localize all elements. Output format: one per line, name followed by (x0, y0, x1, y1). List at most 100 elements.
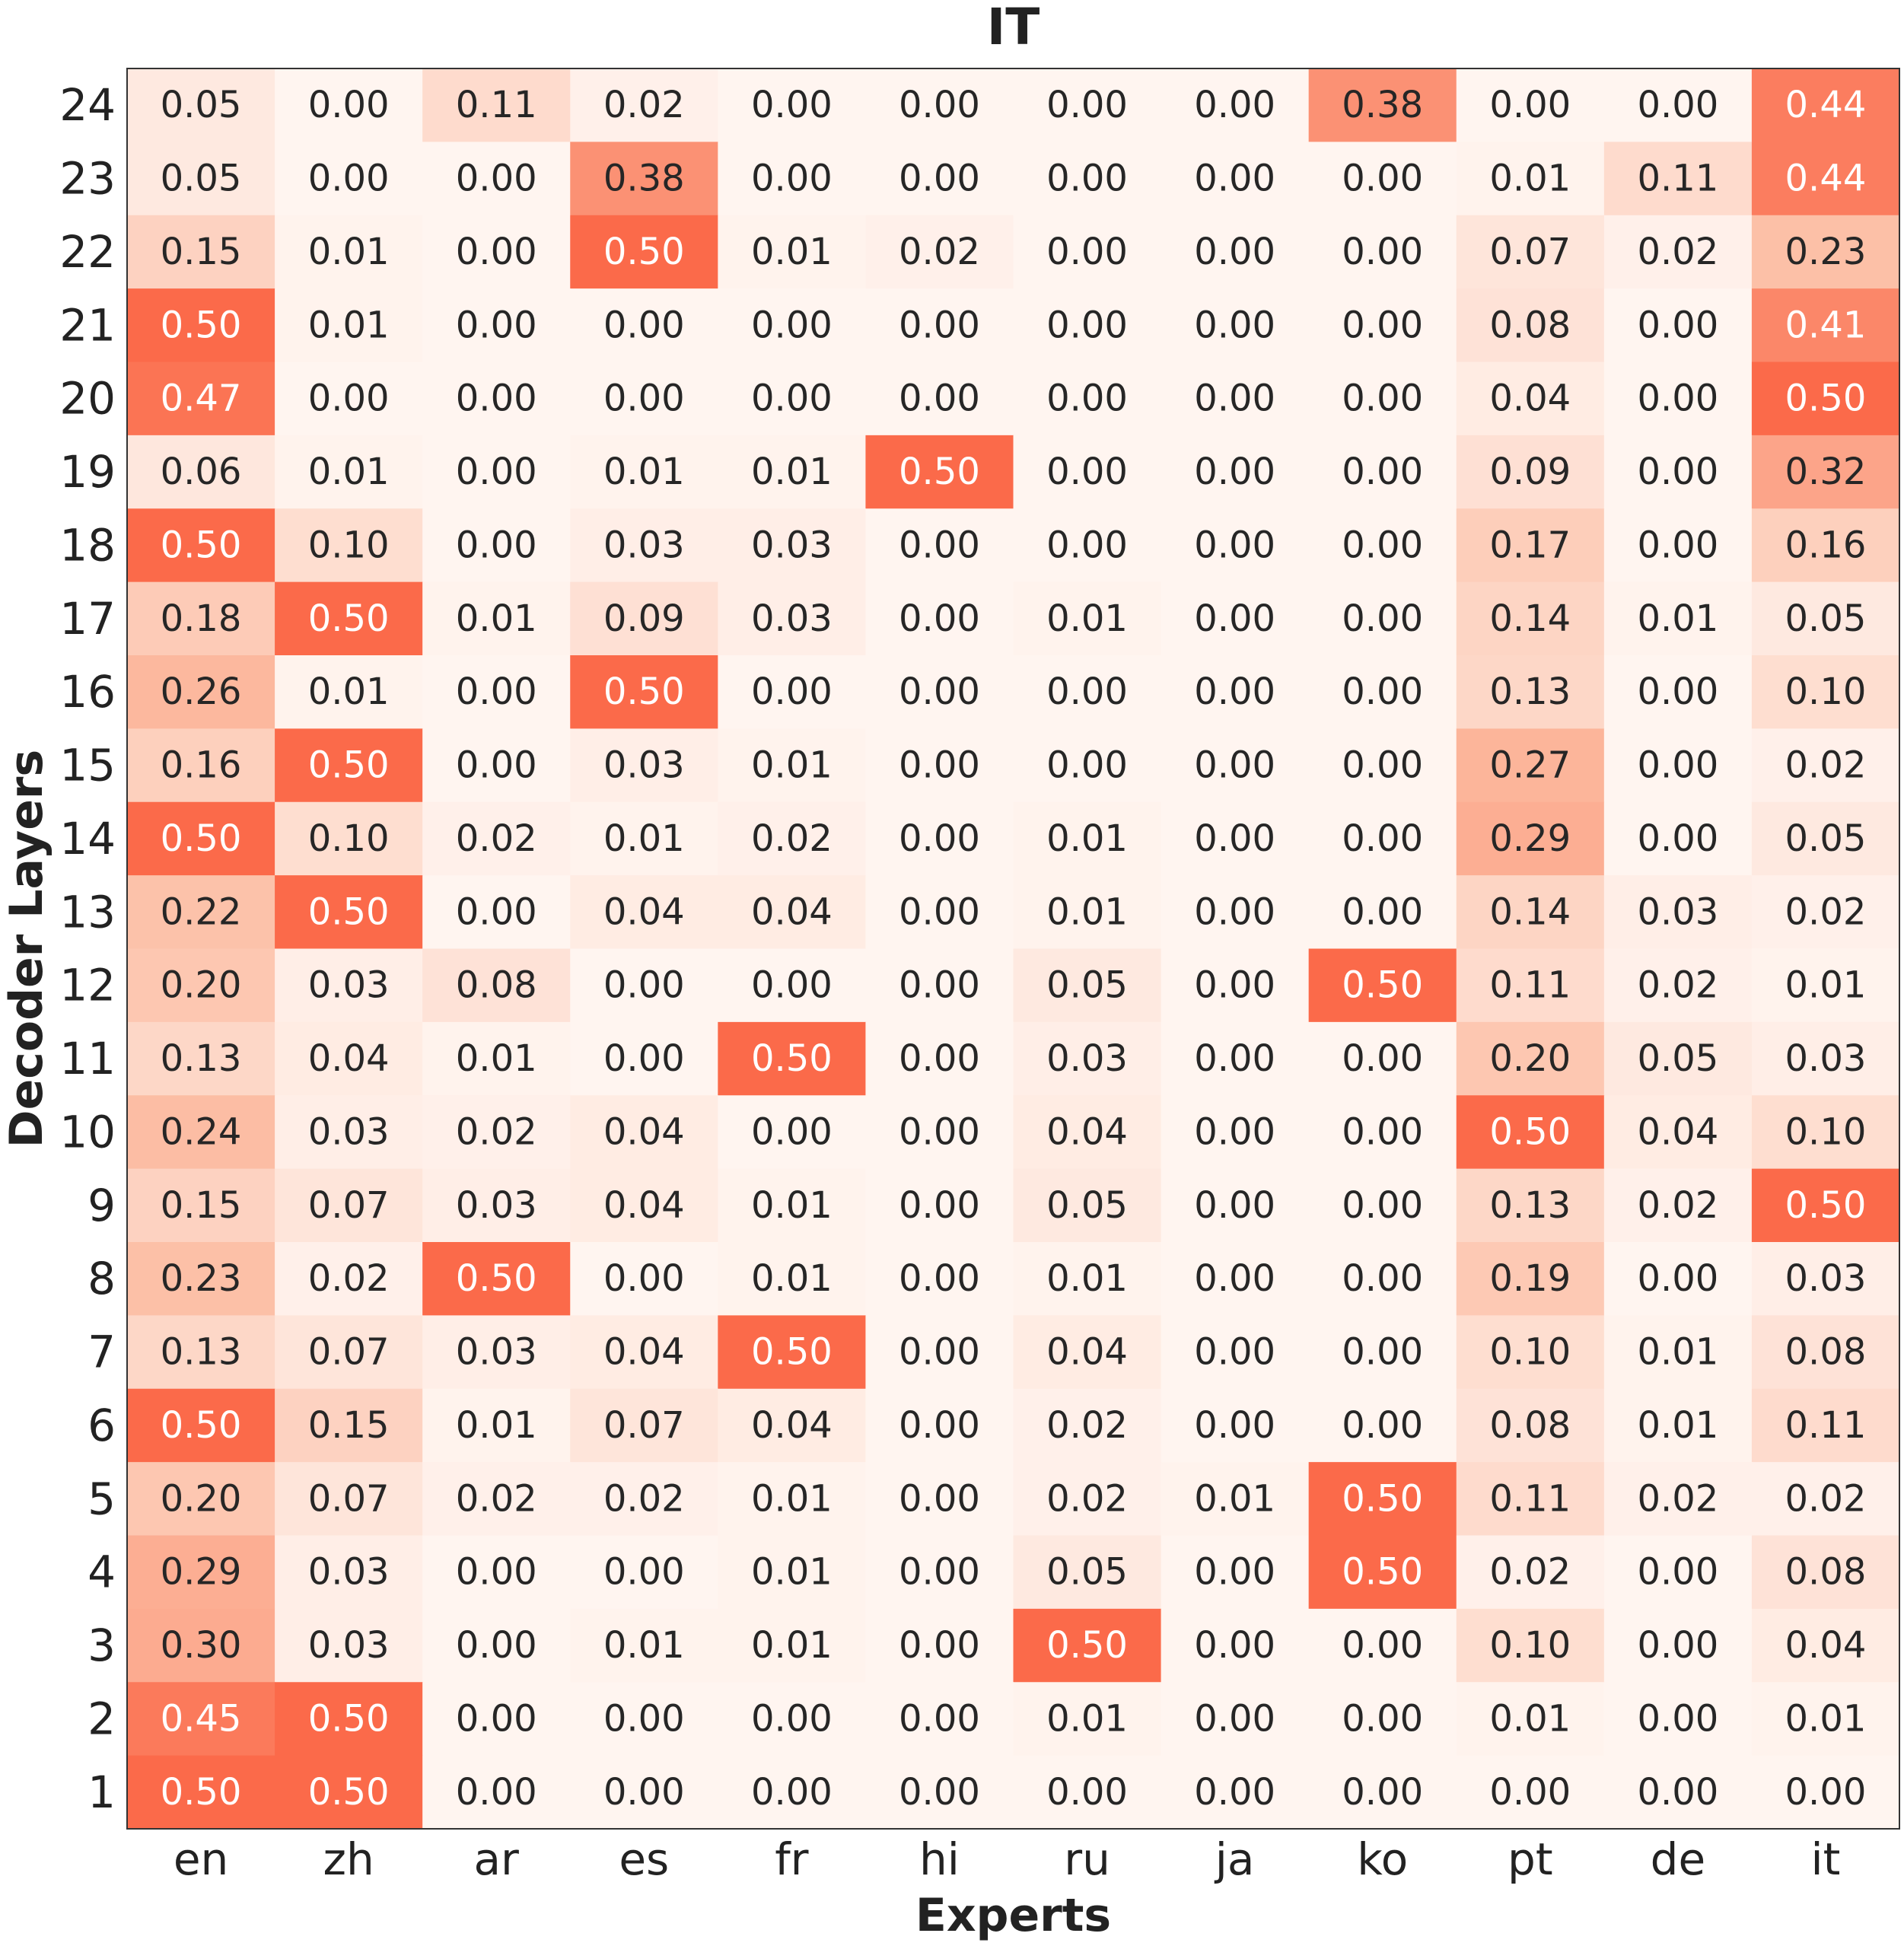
cell-value-label: 0.02 (899, 231, 980, 273)
heatmap-cell-11-ja (1161, 1021, 1310, 1096)
cell-value-label: 0.50 (308, 597, 390, 640)
heatmap-cell-4-de (1603, 1535, 1753, 1610)
heatmap-cell-8-ru (1013, 1242, 1162, 1316)
heatmap-cell-15-ru (1013, 728, 1162, 803)
y-tick-label: 18 (59, 519, 116, 571)
y-tick-label: 6 (88, 1400, 116, 1451)
heatmap-cell-1-pt (1456, 1755, 1605, 1830)
cell-value-label: 0.00 (603, 1037, 685, 1080)
cell-value-label: 0.10 (1489, 1331, 1571, 1374)
cell-value-label: 0.00 (1342, 231, 1423, 273)
heatmap-cell-20-es (570, 361, 718, 436)
heatmap-cell-12-ja (1161, 948, 1310, 1023)
cell-value-label: 0.00 (1046, 744, 1128, 787)
heatmap-cell-11-es (570, 1021, 718, 1096)
heatmap-cell-11-ar (422, 1021, 571, 1096)
cell-value-label: 0.02 (1637, 231, 1718, 273)
heatmap-cell-6-de (1603, 1388, 1753, 1463)
heatmap-cell-16-de (1603, 655, 1753, 729)
cell-value-label: 0.00 (1637, 1551, 1718, 1594)
cell-value-label: 0.01 (456, 1037, 537, 1080)
cell-value-label: 0.50 (1342, 1477, 1423, 1520)
heatmap-cell-23-zh (275, 142, 423, 216)
cell-value-label: 0.00 (1342, 670, 1423, 713)
cell-value-label: 0.00 (1342, 890, 1423, 933)
cell-value-label: 0.00 (899, 304, 980, 346)
cell-value-label: 0.00 (1194, 817, 1275, 860)
cell-value-label: 0.11 (456, 84, 537, 126)
cell-value-label: 0.00 (1046, 231, 1128, 273)
heatmap-cell-5-ar (422, 1462, 571, 1537)
cell-value-label: 0.32 (1785, 451, 1867, 493)
heatmap-cell-1-ru (1013, 1755, 1162, 1830)
heatmap-cell-11-de (1603, 1021, 1753, 1096)
heatmap-cell-13-ja (1161, 875, 1310, 950)
heatmap-cell-19-ru (1013, 435, 1162, 509)
heatmap-cell-14-ar (422, 801, 571, 876)
cell-value-label: 0.05 (1046, 1551, 1128, 1594)
heatmap-cell-6-en (127, 1388, 275, 1463)
heatmap-cell-1-ko (1308, 1755, 1457, 1830)
heatmap-cell-16-pt (1456, 655, 1605, 729)
cell-value-label: 0.09 (1489, 451, 1571, 493)
cell-value-label: 0.00 (1489, 1771, 1571, 1814)
heatmap-cell-3-ja (1161, 1608, 1310, 1683)
heatmap-cell-19-hi (865, 435, 1014, 509)
heatmap-cell-15-ko (1308, 728, 1457, 803)
heatmap-cell-23-hi (865, 142, 1014, 216)
heatmap-cell-10-ar (422, 1095, 571, 1170)
cell-value-label: 0.00 (899, 1184, 980, 1227)
heatmap-cell-18-pt (1456, 508, 1605, 583)
heatmap-cell-22-en (127, 215, 275, 289)
cell-value-label: 0.03 (456, 1331, 537, 1374)
heatmap-cell-17-fr (718, 581, 867, 656)
heatmap-cell-6-hi (865, 1388, 1014, 1463)
cell-value-label: 0.00 (1194, 890, 1275, 933)
heatmap-cell-3-de (1603, 1608, 1753, 1683)
cell-value-label: 0.04 (308, 1037, 390, 1080)
heatmap-cell-12-ko (1308, 948, 1457, 1023)
heatmap-cell-13-ko (1308, 875, 1457, 950)
heatmap-cell-21-ja (1161, 288, 1310, 363)
cell-value-label: 0.01 (751, 231, 833, 273)
cell-value-label: 0.04 (1046, 1110, 1128, 1153)
heatmap-cell-15-ar (422, 728, 571, 803)
heatmap-cell-24-en (127, 68, 275, 142)
cell-value-label: 0.10 (1785, 670, 1867, 713)
heatmap-cell-20-hi (865, 361, 1014, 436)
cell-value-label: 0.00 (1637, 1697, 1718, 1740)
x-tick-labels: en zh ar es fr hi ru ja ko pt de it (174, 1833, 1841, 1885)
heatmap-cell-10-hi (865, 1095, 1014, 1170)
cell-value-label: 0.05 (1785, 817, 1867, 860)
cell-value-label: 0.50 (161, 1771, 242, 1814)
heatmap-cell-4-pt (1456, 1535, 1605, 1610)
cell-value-label: 0.00 (1194, 1551, 1275, 1594)
y-tick-label: 15 (59, 740, 116, 791)
cell-value-label: 0.14 (1489, 597, 1571, 640)
heatmap-cell-19-pt (1456, 435, 1605, 509)
heatmap-cell-24-ru (1013, 68, 1162, 142)
heatmap-cell-4-ja (1161, 1535, 1310, 1610)
cell-value-label: 0.00 (1342, 744, 1423, 787)
cell-value-label: 0.16 (1785, 524, 1867, 566)
heatmap-cell-20-en (127, 361, 275, 436)
cell-value-label: 0.00 (1637, 1257, 1718, 1300)
cell-value-label: 0.50 (751, 1331, 833, 1374)
heatmap-cell-13-hi (865, 875, 1014, 950)
heatmap-cell-22-zh (275, 215, 423, 289)
cell-value-label: 0.50 (308, 890, 390, 933)
cell-value-label: 0.50 (161, 524, 242, 566)
cell-value-label: 0.38 (1342, 84, 1423, 126)
heatmap-cell-11-en (127, 1021, 275, 1096)
heatmap-cell-10-it (1751, 1095, 1900, 1170)
cell-value-label: 0.11 (1489, 1477, 1571, 1520)
y-tick-label: 19 (59, 446, 116, 498)
heatmap-cell-15-en (127, 728, 275, 803)
cell-value-label: 0.50 (456, 1257, 537, 1300)
heatmap-cell-17-pt (1456, 581, 1605, 656)
cell-value-label: 0.08 (1489, 304, 1571, 346)
cell-value-label: 0.00 (1342, 451, 1423, 493)
heatmap-cell-16-ko (1308, 655, 1457, 729)
cell-value-label: 0.00 (751, 84, 833, 126)
heatmap-cell-10-en (127, 1095, 275, 1170)
